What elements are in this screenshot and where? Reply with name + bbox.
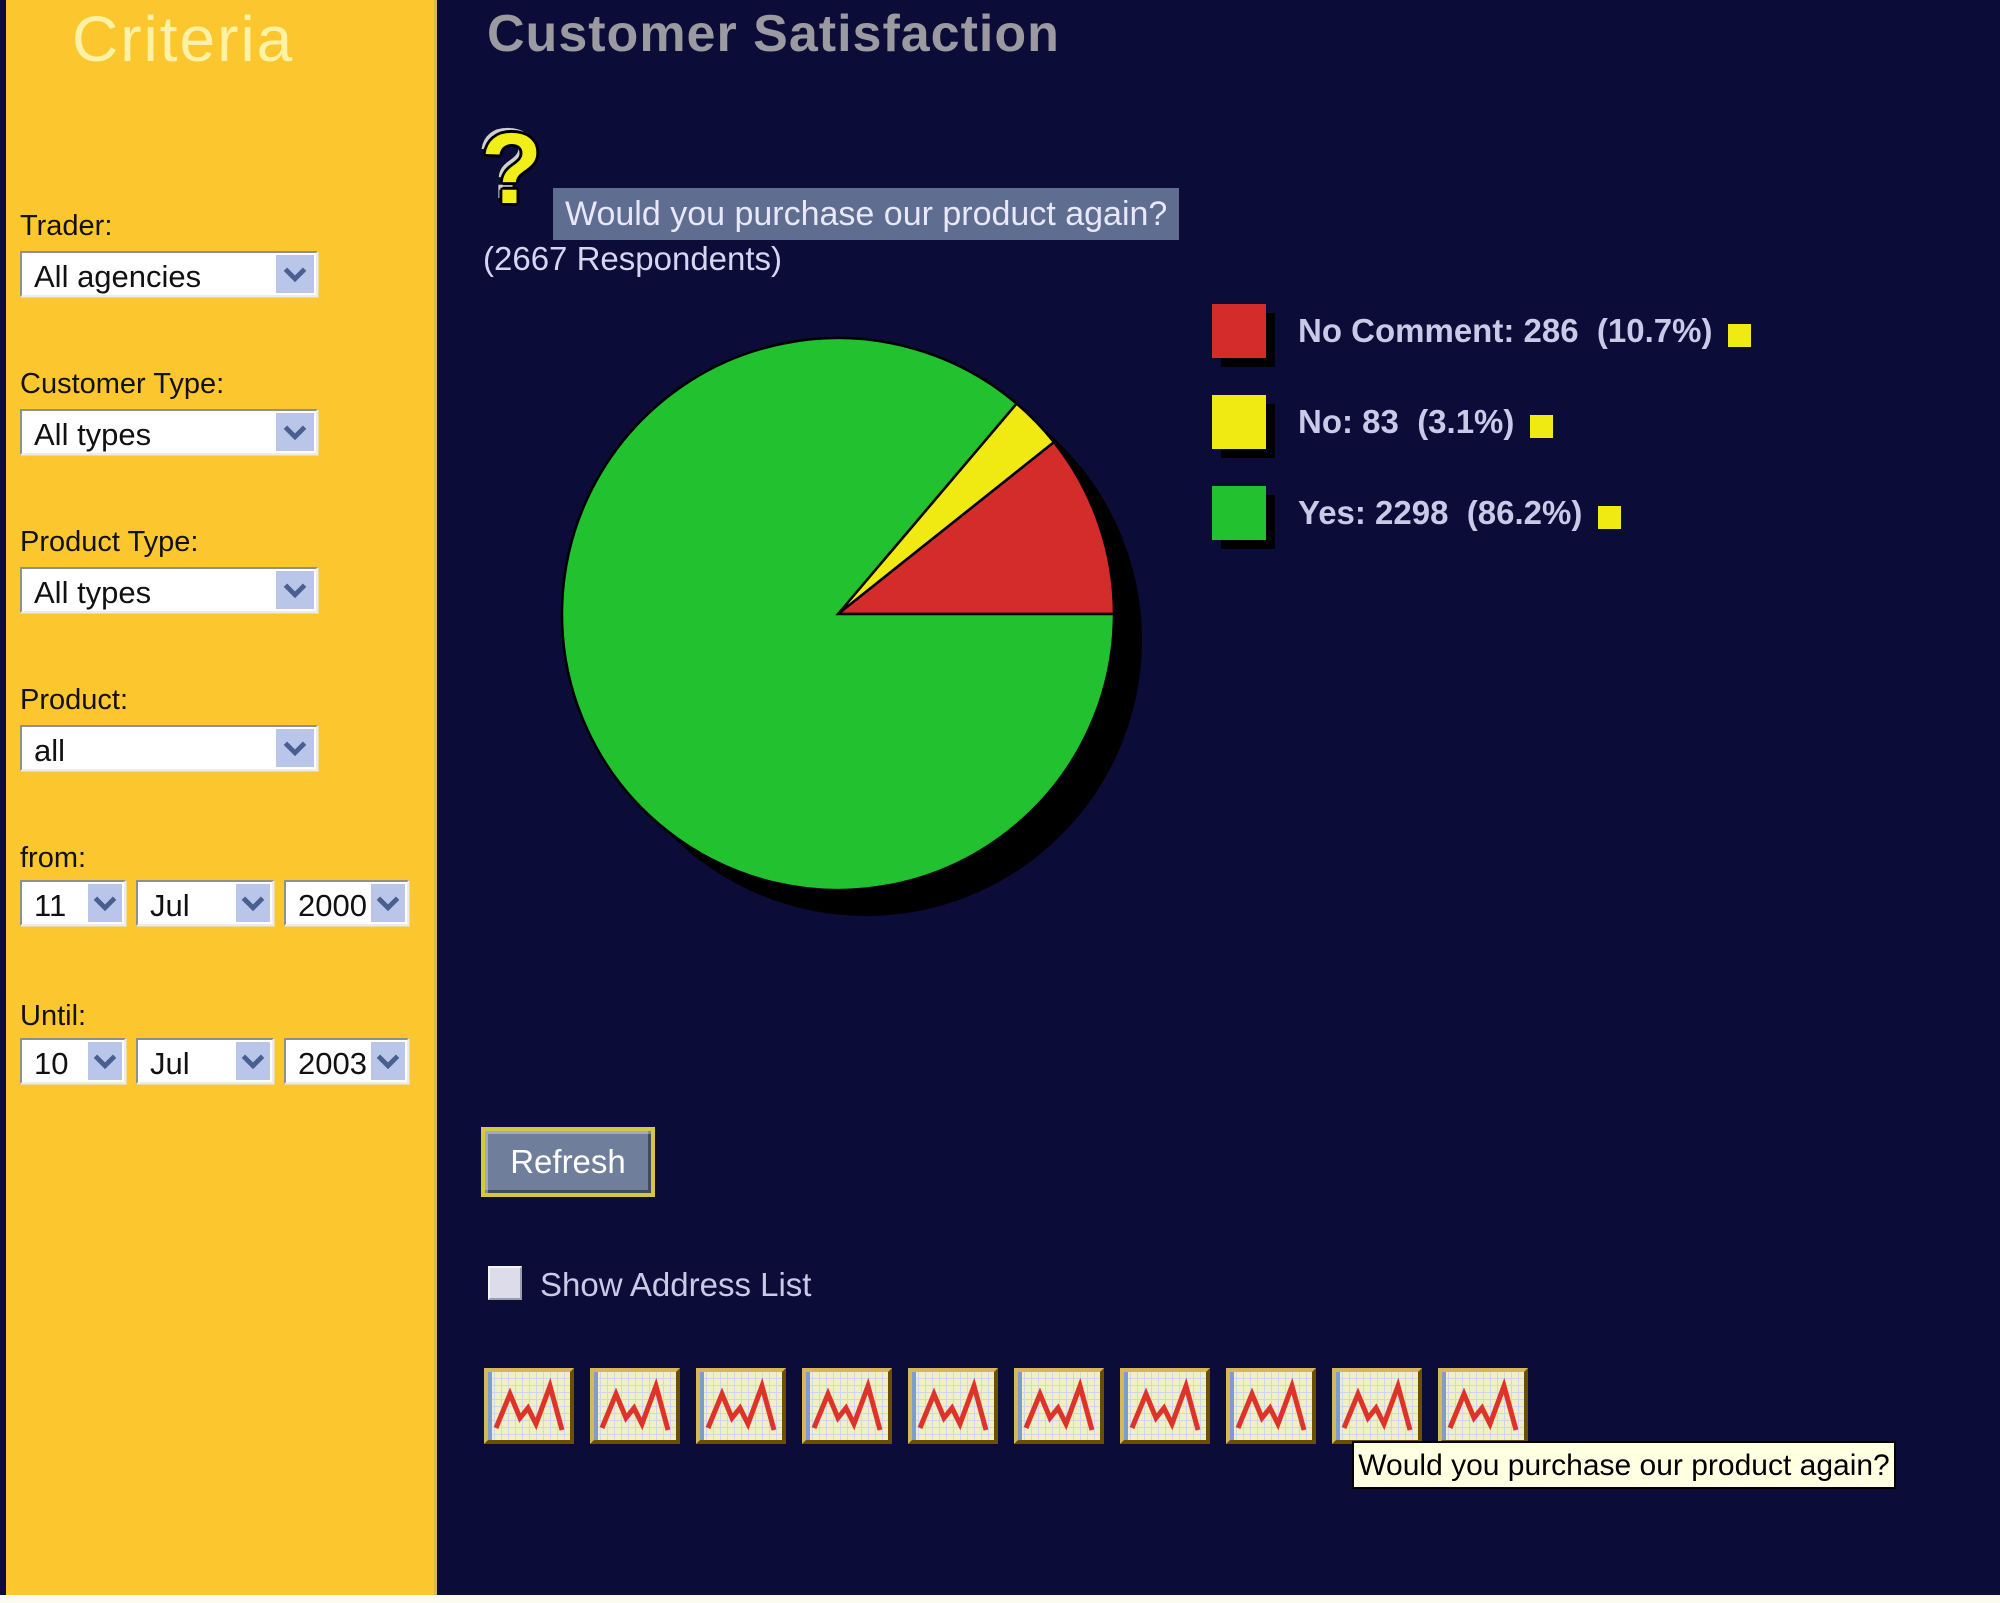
chart-thumbnail-button[interactable] [1120, 1368, 1210, 1444]
chevron-down-icon[interactable] [276, 571, 314, 609]
line-chart-icon [1023, 1377, 1095, 1431]
tooltip: Would you purchase our product again? [1352, 1441, 1896, 1489]
page-left-edge [0, 0, 6, 1595]
from-month-select[interactable]: Jul [136, 880, 274, 926]
line-chart-icon [1129, 1377, 1201, 1431]
legend-swatch [1212, 395, 1266, 449]
legend-label: No: 83 (3.1%) [1298, 403, 1515, 440]
line-chart-icon [917, 1377, 989, 1431]
chart-thumbnail-button[interactable] [1014, 1368, 1104, 1444]
trader-select[interactable]: All agencies [20, 251, 318, 297]
legend-swatch [1212, 486, 1266, 540]
line-chart-icon [599, 1377, 671, 1431]
chevron-down-icon[interactable] [276, 413, 314, 451]
chart-thumbnail-button[interactable] [590, 1368, 680, 1444]
until-date-group: Until: [20, 1000, 86, 1041]
chart-thumbnail-button[interactable] [1226, 1368, 1316, 1444]
product-type-select[interactable]: All types [20, 567, 318, 613]
product-type-group: Product Type: All types [20, 526, 318, 613]
chevron-down-icon[interactable] [88, 1042, 122, 1080]
chart-thumbnail-button[interactable] [802, 1368, 892, 1444]
chart-thumbnail-button[interactable] [908, 1368, 998, 1444]
page-title: Customer Satisfaction [487, 5, 1060, 63]
line-chart-icon [811, 1377, 883, 1431]
from-label: from: [20, 842, 87, 874]
product-type-select-value: All types [34, 575, 152, 610]
chevron-down-icon[interactable] [276, 729, 314, 767]
page-bottom-edge [0, 1595, 2000, 1603]
legend-label: Yes: 2298 (86.2%) [1298, 494, 1583, 531]
from-day-value: 11 [34, 888, 67, 923]
line-chart-icon [1341, 1377, 1413, 1431]
legend-row: No: 83 (3.1%) [1212, 395, 1751, 449]
until-month-select[interactable]: Jul [136, 1038, 274, 1084]
thumbnail-row [484, 1368, 1528, 1444]
until-year-select[interactable]: 2003 [284, 1038, 409, 1084]
product-select-value: all [34, 733, 66, 768]
until-day-value: 10 [34, 1046, 69, 1081]
until-date-row: 10 Jul 2003 [20, 1038, 409, 1084]
question-mark-icon: ? [481, 113, 543, 225]
trader-label: Trader: [20, 210, 113, 242]
until-day-select[interactable]: 10 [20, 1038, 126, 1084]
chevron-down-icon[interactable] [236, 1042, 270, 1080]
legend-marker-icon[interactable] [1598, 505, 1622, 529]
pie-chart [560, 336, 1142, 916]
chevron-down-icon[interactable] [276, 255, 314, 293]
line-chart-icon [1235, 1377, 1307, 1431]
respondents-count: (2667 Respondents) [483, 240, 783, 277]
until-year-value: 2003 [298, 1046, 367, 1081]
chart-thumbnail-button[interactable] [1332, 1368, 1422, 1444]
legend-label: No Comment: 286 (10.7%) [1298, 312, 1713, 349]
customer-type-label: Customer Type: [20, 368, 225, 400]
trader-select-value: All agencies [34, 259, 202, 294]
line-chart-icon [493, 1377, 565, 1431]
pie-slice-no-comment [834, 440, 1116, 616]
chevron-down-icon[interactable] [371, 1042, 405, 1080]
chart-thumbnail-button[interactable] [1438, 1368, 1528, 1444]
survey-question: Would you purchase our product again? [553, 188, 1180, 240]
line-chart-icon [705, 1377, 777, 1431]
customer-type-select-value: All types [34, 417, 152, 452]
product-type-label: Product Type: [20, 526, 199, 558]
legend-row: No Comment: 286 (10.7%) [1212, 304, 1752, 358]
pie-legend: No Comment: 286 (10.7%) No: 83 (3.1%) Yes:… [1212, 304, 1752, 577]
from-month-value: Jul [150, 888, 190, 923]
show-address-checkbox[interactable] [488, 1266, 522, 1300]
customer-type-select[interactable]: All types [20, 409, 318, 455]
until-label: Until: [20, 1000, 87, 1032]
trader-group: Trader: All agencies [20, 210, 318, 297]
customer-type-group: Customer Type: All types [20, 368, 318, 455]
legend-row: Yes: 2298 (86.2%) [1212, 486, 1751, 540]
show-address-label: Show Address List [540, 1266, 812, 1303]
product-group: Product: all [20, 684, 318, 771]
from-day-select[interactable]: 11 [20, 880, 126, 926]
chevron-down-icon[interactable] [88, 884, 122, 922]
product-label: Product: [20, 684, 128, 716]
chevron-down-icon[interactable] [236, 884, 270, 922]
chart-thumbnail-button[interactable] [696, 1368, 786, 1444]
from-date-group: from: [20, 842, 86, 883]
pie-slice-yes [560, 336, 1116, 892]
refresh-button[interactable]: Refresh [481, 1127, 655, 1197]
sidebar-title: Criteria [72, 3, 295, 75]
criteria-sidebar: Criteria Trader: All agencies Customer T… [6, 0, 437, 1595]
legend-marker-icon[interactable] [1530, 414, 1554, 438]
from-date-row: 11 Jul 2000 [20, 880, 409, 926]
legend-swatch [1212, 304, 1266, 358]
chevron-down-icon[interactable] [371, 884, 405, 922]
chart-thumbnail-button[interactable] [484, 1368, 574, 1444]
from-year-select[interactable]: 2000 [284, 880, 409, 926]
until-month-value: Jul [150, 1046, 190, 1081]
product-select[interactable]: all [20, 725, 318, 771]
legend-marker-icon[interactable] [1728, 323, 1752, 347]
line-chart-icon [1447, 1377, 1519, 1431]
from-year-value: 2000 [298, 888, 367, 923]
